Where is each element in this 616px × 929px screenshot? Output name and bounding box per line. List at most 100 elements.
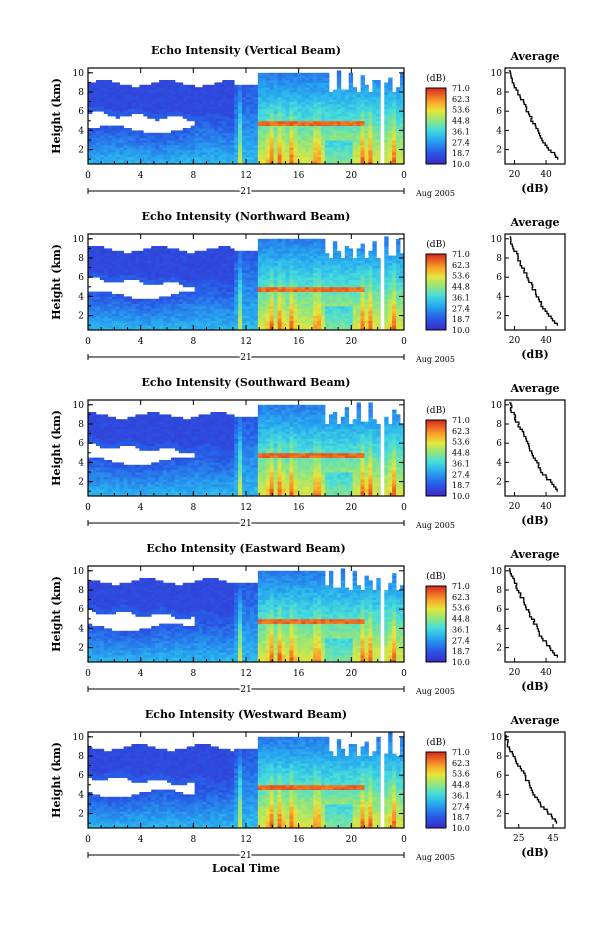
heatmap-cell: [285, 147, 290, 150]
heatmap-cell: [222, 82, 227, 86]
heatmap-cell: [273, 322, 278, 326]
heatmap-cell: [115, 135, 120, 138]
heatmap-cell: [253, 301, 259, 304]
heatmap-cell: [246, 260, 251, 264]
heatmap-cell: [123, 161, 128, 165]
heatmap-cell: [368, 113, 373, 117]
heatmap-cell: [336, 289, 342, 292]
heatmap-cell: [277, 80, 282, 83]
heatmap-cell: [321, 308, 326, 312]
heatmap-cell: [281, 250, 286, 254]
heatmap-cell: [91, 137, 97, 141]
heatmap-cell: [396, 94, 401, 98]
heatmap-cell: [111, 94, 117, 98]
heatmap-cell: [273, 132, 278, 136]
heatmap-cell: [246, 132, 251, 136]
heatmap-cell: [178, 99, 184, 102]
heatmap-cell: [305, 154, 310, 158]
heatmap-cell: [115, 310, 120, 314]
heatmap-cell: [167, 89, 172, 93]
heatmap-cell: [265, 87, 271, 90]
heatmap-cell: [163, 318, 168, 321]
heatmap-cell: [277, 140, 282, 143]
heatmap-cell: [155, 161, 160, 165]
heatmap-cell: [170, 87, 176, 90]
heatmap-cell: [155, 140, 160, 143]
heatmap-cell: [285, 277, 290, 280]
heatmap-cell: [376, 128, 381, 131]
heatmap-cell: [127, 274, 132, 278]
heatmap-cell: [151, 108, 156, 112]
heatmap-cell: [174, 327, 180, 331]
heatmap-cell: [147, 277, 152, 280]
heatmap-cell: [119, 310, 124, 314]
heatmap-cell: [238, 291, 243, 295]
heatmap-cell: [222, 135, 227, 138]
heatmap-cell: [163, 306, 168, 309]
heatmap-cell: [297, 144, 302, 148]
heatmap-cell: [230, 80, 235, 83]
heatmap-cell: [226, 310, 231, 314]
heatmap-cell: [115, 147, 120, 150]
heatmap-cell: [194, 272, 199, 276]
heatmap-cell: [99, 147, 105, 150]
heatmap-cell: [325, 92, 330, 95]
heatmap-cell: [226, 315, 231, 319]
heatmap-cell: [95, 258, 101, 261]
heatmap-cell: [210, 255, 215, 259]
heatmap-cell: [218, 106, 223, 110]
heatmap-cell: [265, 84, 271, 88]
heatmap-cell: [313, 149, 318, 153]
heatmap-cell: [301, 270, 306, 273]
heatmap-cell: [115, 296, 120, 300]
heatmap-cell: [340, 147, 346, 150]
heatmap-cell: [368, 125, 373, 129]
heatmap-cell: [190, 142, 196, 146]
heatmap-cell: [135, 142, 140, 146]
heatmap-cell: [99, 94, 105, 98]
heatmap-cell: [336, 92, 342, 95]
heatmap-cell: [234, 327, 239, 331]
heatmap-cell: [178, 96, 184, 100]
date-label: Aug 2005: [415, 189, 455, 198]
heatmap-cell: [336, 154, 342, 158]
heatmap-cell: [111, 87, 117, 90]
heatmap-cell: [253, 116, 259, 119]
heatmap-cell: [253, 272, 259, 276]
heatmap-cell: [273, 123, 278, 126]
heatmap-cell: [186, 277, 192, 280]
heatmap-cell: [170, 274, 176, 278]
heatmap-cell: [321, 132, 326, 136]
heatmap-cell: [352, 152, 357, 155]
heatmap-cell: [238, 87, 243, 90]
heatmap-cell: [400, 137, 405, 141]
heatmap-cell: [123, 106, 128, 110]
heatmap-cell: [257, 291, 263, 295]
heatmap-cell: [95, 296, 101, 300]
heatmap-cell: [392, 159, 397, 162]
heatmap-cell: [238, 99, 243, 102]
heatmap-cell: [368, 156, 373, 160]
heatmap-cell: [186, 325, 192, 328]
heatmap-cell: [186, 327, 192, 331]
heatmap-cell: [372, 89, 377, 93]
heatmap-cell: [253, 284, 259, 288]
heatmap-cell: [277, 96, 282, 100]
heatmap-cell: [249, 310, 255, 314]
heatmap-cell: [328, 149, 334, 153]
heatmap-cell: [234, 140, 239, 143]
heatmap-cell: [91, 313, 97, 316]
heatmap-cell: [246, 322, 251, 326]
heatmap-cell: [273, 92, 278, 95]
heatmap-cell: [400, 111, 405, 114]
heatmap-cell: [289, 315, 294, 319]
heatmap-cell: [159, 248, 164, 252]
heatmap-cell: [95, 267, 101, 271]
heatmap-cell: [265, 298, 271, 302]
heatmap-cell: [281, 135, 286, 138]
heatmap-cell: [285, 284, 290, 288]
heatmap-cell: [123, 322, 128, 326]
heatmap-cell: [95, 104, 101, 107]
heatmap-cell: [115, 298, 120, 302]
heatmap-cell: [372, 113, 377, 117]
